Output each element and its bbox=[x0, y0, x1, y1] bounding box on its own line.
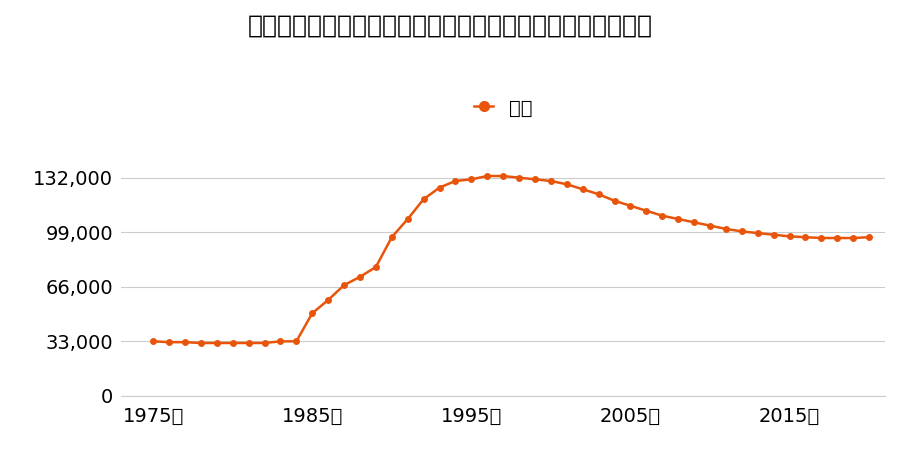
価格 bbox=[625, 203, 635, 208]
価格 bbox=[769, 232, 779, 238]
価格 bbox=[609, 198, 620, 203]
価格 bbox=[800, 234, 811, 240]
価格 bbox=[434, 185, 445, 190]
価格 bbox=[180, 339, 191, 345]
価格 bbox=[418, 197, 429, 202]
価格 bbox=[259, 340, 270, 346]
価格 bbox=[386, 234, 397, 240]
価格 bbox=[529, 177, 540, 182]
価格 bbox=[164, 339, 175, 345]
Line: 価格: 価格 bbox=[149, 172, 873, 346]
価格 bbox=[688, 220, 699, 225]
価格 bbox=[577, 187, 588, 192]
価格 bbox=[402, 216, 413, 222]
価格 bbox=[593, 192, 604, 197]
価格 bbox=[228, 340, 238, 346]
価格 bbox=[482, 173, 492, 179]
価格 bbox=[195, 340, 206, 346]
価格 bbox=[243, 340, 254, 346]
価格 bbox=[307, 310, 318, 316]
価格 bbox=[498, 173, 508, 179]
価格 bbox=[450, 178, 461, 184]
価格 bbox=[848, 235, 859, 241]
価格 bbox=[371, 264, 382, 270]
価格 bbox=[514, 175, 525, 180]
価格 bbox=[752, 230, 763, 236]
価格 bbox=[466, 177, 477, 182]
Legend: 価格: 価格 bbox=[474, 99, 533, 118]
価格 bbox=[323, 297, 334, 303]
価格 bbox=[736, 229, 747, 234]
価格 bbox=[562, 182, 572, 187]
価格 bbox=[657, 213, 668, 218]
価格 bbox=[338, 283, 349, 288]
Text: 福岡県北九州市門司区大里戸ノ上１丁目１１番５の地価推移: 福岡県北九州市門司区大里戸ノ上１丁目１１番５の地価推移 bbox=[248, 14, 652, 37]
価格 bbox=[641, 208, 652, 213]
価格 bbox=[816, 235, 827, 241]
価格 bbox=[291, 339, 302, 344]
価格 bbox=[705, 223, 716, 228]
価格 bbox=[355, 274, 365, 279]
価格 bbox=[864, 234, 875, 240]
価格 bbox=[545, 178, 556, 184]
価格 bbox=[148, 339, 158, 344]
価格 bbox=[721, 226, 732, 232]
価格 bbox=[212, 340, 222, 346]
価格 bbox=[673, 216, 684, 222]
価格 bbox=[784, 234, 795, 239]
価格 bbox=[275, 339, 286, 344]
価格 bbox=[832, 235, 842, 241]
